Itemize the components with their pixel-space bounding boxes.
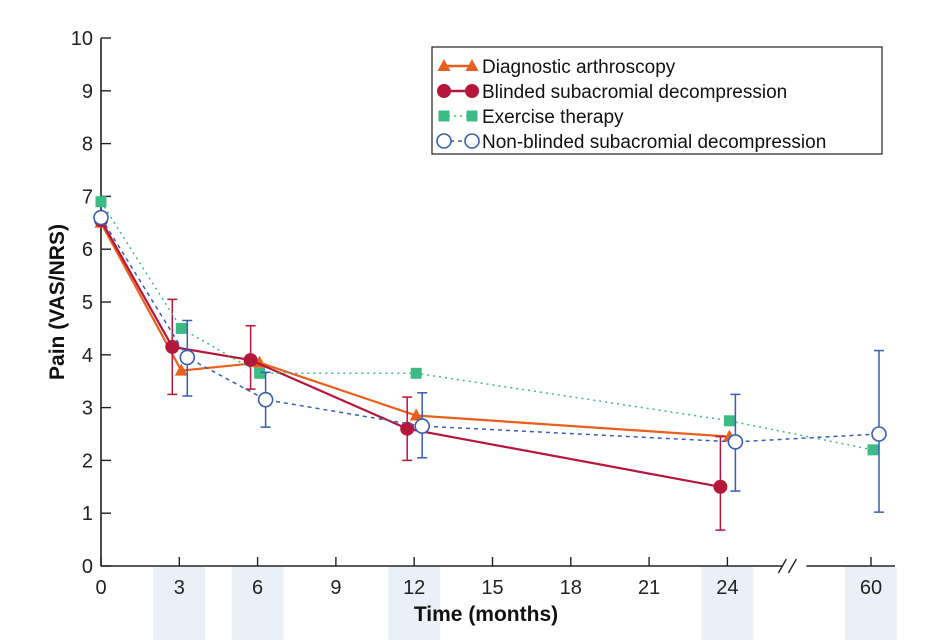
point-marker-square: [438, 110, 450, 122]
point-marker-filled-circle: [243, 353, 258, 368]
y-tick-label: 1: [82, 503, 93, 525]
legend-label: Blinded subacromial decompression: [482, 82, 787, 103]
point-marker-open-circle: [871, 426, 887, 442]
series-line: [100, 201, 874, 451]
point-marker-filled-circle: [437, 84, 451, 98]
series-line: [100, 222, 730, 438]
y-tick-label: 0: [82, 556, 93, 578]
point-marker-square: [175, 322, 187, 334]
point-marker-triangle: [465, 59, 479, 71]
point-marker-square: [254, 367, 266, 379]
point-marker-filled-circle: [165, 339, 180, 354]
point-marker-square: [466, 110, 478, 122]
series-line: [100, 217, 880, 443]
point-marker-open-circle: [93, 209, 109, 226]
x-tick-label: 18: [560, 577, 582, 599]
x-tick-label: 3: [174, 577, 185, 599]
point-marker-open-circle: [727, 434, 744, 450]
y-tick-label: 8: [82, 134, 93, 156]
series-non-blinded-subacromial-decompression: [93, 209, 887, 513]
point-marker-triangle: [174, 363, 188, 376]
y-tick-label: 4: [82, 345, 93, 367]
point-marker-triangle: [409, 408, 423, 421]
band-60: [845, 567, 897, 640]
legend-label: Non-blinded subacromial decompression: [482, 132, 826, 153]
x-tick-label: 12: [403, 577, 425, 599]
band-6: [231, 567, 284, 640]
x-axis-title: Time (months): [414, 603, 558, 626]
y-tick-label: 3: [82, 398, 93, 420]
y-tick-label: 9: [82, 81, 93, 103]
y-tick-label: 5: [82, 292, 93, 314]
series-diagnostic-arthroscopy: [94, 215, 736, 442]
point-marker-open-circle: [179, 349, 196, 366]
point-marker-open-circle: [414, 418, 431, 434]
band-12: [388, 567, 441, 640]
shaded-timepoint-bands: [153, 567, 897, 640]
axis-break-mark: [787, 558, 798, 574]
point-marker-filled-circle: [400, 421, 415, 436]
y-tick-label: 2: [82, 450, 93, 472]
legend: Diagnostic arthroscopy Blinded subacromia…: [431, 46, 883, 155]
point-marker-filled-circle: [713, 479, 728, 494]
band-24: [701, 567, 754, 640]
x-tick-label: 21: [638, 577, 660, 599]
series-layer: [93, 196, 887, 531]
point-marker-square: [723, 415, 735, 427]
y-tick-label: 6: [82, 239, 93, 261]
legend-box: [431, 46, 883, 155]
y-axis-title: Pain (VAS/NRS): [46, 224, 69, 380]
x-tick-label: 15: [481, 577, 503, 599]
y-tick-label: 10: [71, 28, 93, 50]
point-marker-triangle: [437, 59, 451, 71]
point-marker-open-circle: [464, 133, 480, 149]
series-exercise-therapy: [95, 196, 879, 456]
point-marker-square: [95, 196, 107, 208]
x-tick-label: 6: [252, 577, 263, 599]
band-3: [153, 567, 206, 640]
x-tick-label: 9: [330, 577, 341, 599]
point-marker-filled-circle: [465, 84, 479, 98]
legend-label: Diagnostic arthroscopy: [482, 57, 676, 78]
point-marker-open-circle: [436, 133, 452, 149]
point-marker-square: [867, 444, 879, 456]
y-tick-label: 7: [82, 186, 93, 208]
legend-label: Exercise therapy: [482, 107, 624, 128]
axis-break-mark: [777, 558, 788, 574]
x-tick-label: 0: [95, 577, 106, 599]
x-tick-label: 60: [860, 577, 882, 599]
x-tick-label: 24: [716, 577, 738, 599]
point-marker-open-circle: [257, 391, 274, 408]
point-marker-square: [410, 367, 422, 379]
